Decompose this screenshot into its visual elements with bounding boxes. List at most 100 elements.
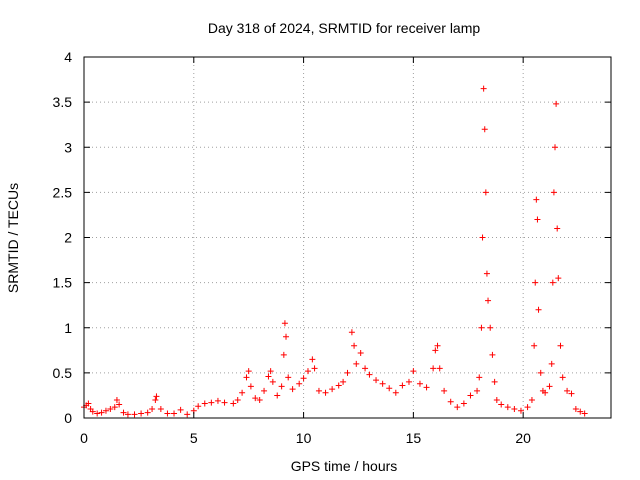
- data-point: [116, 401, 123, 408]
- data-point: [344, 369, 351, 376]
- data-point: [149, 405, 156, 412]
- data-point: [265, 373, 272, 380]
- data-point: [239, 389, 246, 396]
- data-point: [124, 411, 131, 418]
- data-point: [304, 368, 311, 375]
- x-tick-label: 20: [515, 430, 531, 446]
- x-tick-label: 15: [406, 430, 422, 446]
- data-point: [533, 196, 540, 203]
- data-point: [281, 320, 288, 327]
- grid: [84, 57, 611, 418]
- data-point: [432, 347, 439, 354]
- data-point: [478, 324, 485, 331]
- data-point: [340, 378, 347, 385]
- data-point: [485, 297, 492, 304]
- data-point: [256, 396, 263, 403]
- data-point: [177, 406, 184, 413]
- data-point: [577, 408, 584, 415]
- data-point: [557, 342, 564, 349]
- data-point: [434, 342, 441, 349]
- data-point: [517, 407, 524, 414]
- data-point: [311, 365, 318, 372]
- y-tick-label: 0.5: [53, 365, 73, 381]
- data-point: [353, 360, 360, 367]
- data-point: [482, 189, 489, 196]
- data-point: [524, 404, 531, 411]
- plot-frame: [83, 56, 612, 419]
- data-point: [309, 356, 316, 363]
- y-tick-label: 0: [64, 410, 72, 426]
- data-point: [111, 404, 118, 411]
- data-point: [511, 405, 518, 412]
- data-point: [184, 411, 191, 418]
- data-point: [467, 392, 474, 399]
- data-point: [441, 387, 448, 394]
- data-point: [410, 368, 417, 375]
- y-tick-label: 2: [64, 230, 72, 246]
- data-point: [528, 396, 535, 403]
- data-points: [81, 85, 588, 418]
- data-point: [552, 144, 559, 151]
- data-point: [568, 390, 575, 397]
- data-point: [357, 350, 364, 357]
- y-tick-label: 3: [64, 139, 72, 155]
- data-point: [113, 396, 120, 403]
- data-point: [120, 409, 127, 416]
- y-tick-label: 3.5: [53, 94, 73, 110]
- data-point: [476, 374, 483, 381]
- data-point: [535, 306, 542, 313]
- x-tick-label: 5: [190, 430, 198, 446]
- data-point: [351, 342, 358, 349]
- data-point: [289, 386, 296, 393]
- data-point: [274, 392, 281, 399]
- data-point: [549, 279, 556, 286]
- data-point: [315, 387, 322, 394]
- data-point: [252, 395, 259, 402]
- data-point: [553, 100, 560, 107]
- data-point: [546, 383, 553, 390]
- data-point: [550, 189, 557, 196]
- data-point: [278, 383, 285, 390]
- data-point: [504, 404, 511, 411]
- data-point: [483, 270, 490, 277]
- data-point: [171, 410, 178, 417]
- data-point: [261, 387, 268, 394]
- data-point: [243, 374, 250, 381]
- data-point: [531, 342, 538, 349]
- data-point: [234, 396, 241, 403]
- data-point: [230, 400, 237, 407]
- data-point: [416, 380, 423, 387]
- data-point: [245, 368, 252, 375]
- data-point: [362, 365, 369, 372]
- data-point: [379, 380, 386, 387]
- data-point: [454, 404, 461, 411]
- data-point: [322, 389, 329, 396]
- data-point: [474, 387, 481, 394]
- data-point: [399, 382, 406, 389]
- data-point: [498, 401, 505, 408]
- data-point: [164, 410, 171, 417]
- data-point: [373, 377, 380, 384]
- data-point: [493, 396, 500, 403]
- y-tick-label: 1.5: [53, 275, 73, 291]
- data-point: [447, 398, 454, 405]
- data-point: [405, 378, 412, 385]
- data-point: [479, 234, 486, 241]
- data-point: [335, 382, 342, 389]
- data-point: [267, 368, 274, 375]
- data-point: [102, 407, 109, 414]
- data-point: [107, 405, 114, 412]
- data-point: [329, 386, 336, 393]
- data-point: [489, 351, 496, 358]
- data-point: [537, 369, 544, 376]
- data-point: [460, 400, 467, 407]
- data-point: [548, 360, 555, 367]
- x-tick-label: 10: [296, 430, 312, 446]
- x-tick-labels: 0 5 10 15 20: [80, 430, 531, 446]
- data-point: [423, 384, 430, 391]
- data-point: [555, 275, 562, 282]
- chart-title: Day 318 of 2024, SRMTID for receiver lam…: [208, 20, 481, 36]
- axis-ticks: [83, 56, 611, 419]
- data-point: [94, 410, 101, 417]
